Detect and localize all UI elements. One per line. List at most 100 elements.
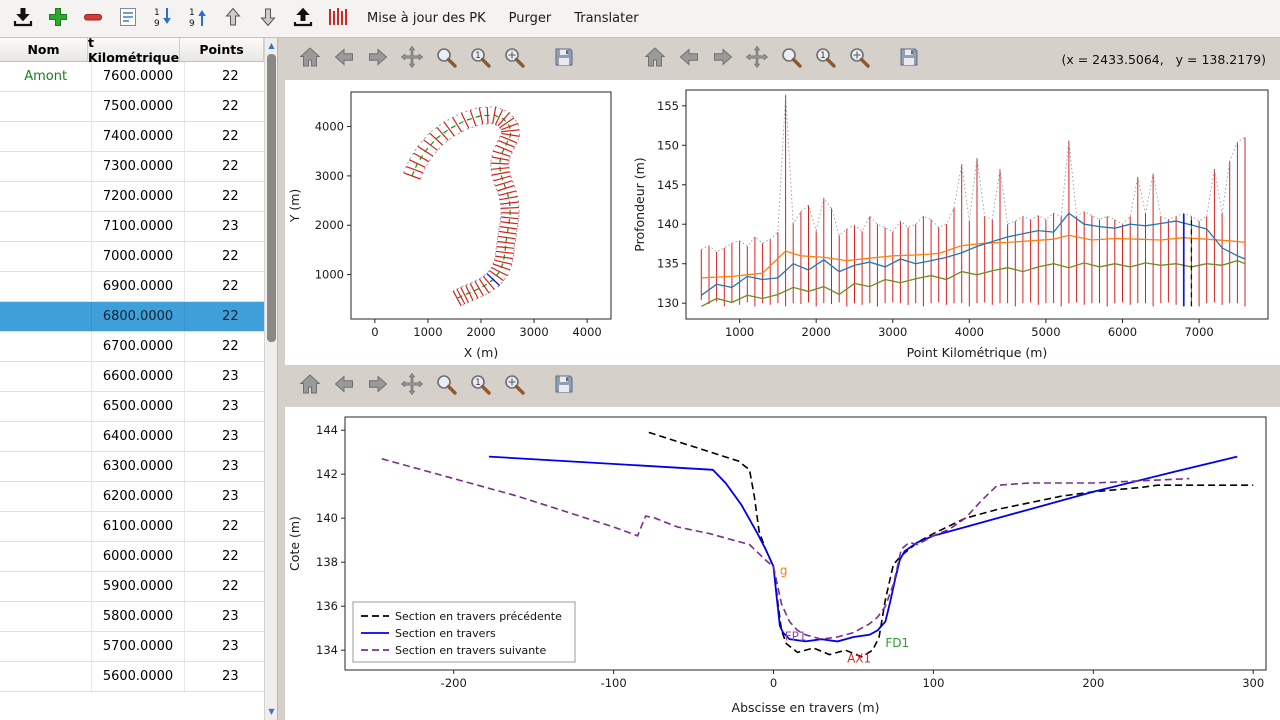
mpl-back-button[interactable] [329, 371, 359, 401]
table-row[interactable]: 6400.0000 23 [0, 422, 277, 452]
mpl-zoom-one-button[interactable]: 1 [465, 371, 495, 401]
cell-nom[interactable] [0, 572, 93, 601]
column-header-nom[interactable]: Nom [0, 38, 88, 61]
table-row[interactable]: 5600.0000 23 [0, 662, 277, 692]
mpl-back-button[interactable] [329, 44, 359, 74]
table-row[interactable]: 7300.0000 22 [0, 152, 277, 182]
cell-nom[interactable] [0, 512, 93, 541]
table-scrollbar[interactable]: ▲ ▼ [264, 38, 277, 720]
cell-nom[interactable] [0, 602, 93, 631]
table-row[interactable]: 6900.0000 22 [0, 272, 277, 302]
table-row[interactable]: 6300.0000 23 [0, 452, 277, 482]
cell-pk[interactable]: 5900.0000 [92, 572, 185, 601]
translate-button[interactable]: Translater [574, 11, 639, 26]
scroll-down-icon[interactable]: ▼ [268, 707, 275, 716]
cell-nom[interactable] [0, 452, 93, 481]
cell-nom[interactable] [0, 302, 93, 331]
table-row[interactable]: 5700.0000 23 [0, 632, 277, 662]
mpl-zoom-rect-button[interactable] [499, 44, 529, 74]
table-row[interactable]: 5800.0000 23 [0, 602, 277, 632]
scroll-up-icon[interactable]: ▲ [268, 41, 275, 50]
remove-button[interactable] [78, 4, 108, 34]
mpl-save-button[interactable] [549, 371, 579, 401]
mpl-forward-button[interactable] [363, 44, 393, 74]
cell-nom[interactable]: Amont [0, 62, 93, 91]
column-header-points[interactable]: Points [180, 38, 264, 61]
cell-pk[interactable]: 6100.0000 [92, 512, 185, 541]
cell-nom[interactable] [0, 242, 93, 271]
table-row[interactable]: 6700.0000 22 [0, 332, 277, 362]
table-row[interactable]: 6800.0000 22 [0, 302, 277, 332]
cell-pk[interactable]: 6300.0000 [92, 452, 185, 481]
mpl-zoom-button[interactable] [431, 371, 461, 401]
table-row[interactable]: 6200.0000 23 [0, 482, 277, 512]
table-row[interactable]: 6600.0000 23 [0, 362, 277, 392]
mpl-zoom-rect-button[interactable] [499, 371, 529, 401]
mpl-back-button[interactable] [674, 44, 704, 74]
cell-pk[interactable]: 6700.0000 [92, 332, 185, 361]
cell-nom[interactable] [0, 422, 93, 451]
table-row[interactable]: 5900.0000 22 [0, 572, 277, 602]
table-row[interactable]: 6100.0000 22 [0, 512, 277, 542]
cell-nom[interactable] [0, 212, 93, 241]
move-down-button[interactable] [253, 4, 283, 34]
cell-pk[interactable]: 6800.0000 [92, 302, 185, 331]
mpl-save-button[interactable] [894, 44, 924, 74]
mpl-forward-button[interactable] [708, 44, 738, 74]
cell-pk[interactable]: 7100.0000 [92, 212, 185, 241]
cell-nom[interactable] [0, 632, 93, 661]
cell-pk[interactable]: 6200.0000 [92, 482, 185, 511]
mpl-pan-button[interactable] [742, 44, 772, 74]
cell-nom[interactable] [0, 362, 93, 391]
table-row[interactable]: Amont 7600.0000 22 [0, 62, 277, 92]
table-row[interactable]: 7000.0000 22 [0, 242, 277, 272]
export-button[interactable] [288, 4, 318, 34]
cell-nom[interactable] [0, 122, 93, 151]
edit-form-button[interactable] [113, 4, 143, 34]
mpl-home-button[interactable] [295, 371, 325, 401]
mpl-zoom-rect-button[interactable] [844, 44, 874, 74]
cell-nom[interactable] [0, 332, 93, 361]
mpl-zoom-button[interactable] [776, 44, 806, 74]
cell-nom[interactable] [0, 482, 93, 511]
cell-pk[interactable]: 7200.0000 [92, 182, 185, 211]
cell-pk[interactable]: 5800.0000 [92, 602, 185, 631]
mpl-zoom-one-button[interactable]: 1 [810, 44, 840, 74]
cross-section-chart[interactable]: -200 -100 0 100 200 300 134 136 138 140 142 144 Absc… [285, 407, 1280, 720]
purge-button[interactable]: Purger [508, 11, 552, 26]
cross-sections-button[interactable] [323, 4, 353, 34]
scrollbar-thumb[interactable] [267, 54, 276, 342]
cell-pk[interactable]: 6000.0000 [92, 542, 185, 571]
mpl-save-button[interactable] [549, 44, 579, 74]
cell-nom[interactable] [0, 542, 93, 571]
mpl-zoom-one-button[interactable]: 1 [465, 44, 495, 74]
cell-pk[interactable]: 7000.0000 [92, 242, 185, 271]
cell-nom[interactable] [0, 272, 93, 301]
table-row[interactable]: 7500.0000 22 [0, 92, 277, 122]
mpl-forward-button[interactable] [363, 371, 393, 401]
cell-nom[interactable] [0, 392, 93, 421]
cell-nom[interactable] [0, 152, 93, 181]
cell-pk[interactable]: 6500.0000 [92, 392, 185, 421]
table-row[interactable]: 7400.0000 22 [0, 122, 277, 152]
cell-pk[interactable]: 7500.0000 [92, 92, 185, 121]
longitudinal-profile-chart[interactable]: 1000 2000 3000 4000 5000 6000 7000 130 135 140 145… [630, 80, 1280, 365]
cell-nom[interactable] [0, 92, 93, 121]
cell-pk[interactable]: 6400.0000 [92, 422, 185, 451]
cell-pk[interactable]: 7600.0000 [92, 62, 185, 91]
add-button[interactable] [43, 4, 73, 34]
column-header-pk[interactable]: t Kilométrique [87, 38, 180, 65]
table-row[interactable]: 6500.0000 23 [0, 392, 277, 422]
cell-pk[interactable]: 7400.0000 [92, 122, 185, 151]
cell-pk[interactable]: 6600.0000 [92, 362, 185, 391]
update-pk-button[interactable]: Mise à jour des PK [367, 11, 486, 26]
cell-nom[interactable] [0, 662, 93, 691]
table-row[interactable]: 6000.0000 22 [0, 542, 277, 572]
table-row[interactable]: 7200.0000 22 [0, 182, 277, 212]
mpl-pan-button[interactable] [397, 371, 427, 401]
mpl-home-button[interactable] [640, 44, 670, 74]
cell-pk[interactable]: 5600.0000 [92, 662, 185, 691]
mpl-zoom-button[interactable] [431, 44, 461, 74]
cell-pk[interactable]: 6900.0000 [92, 272, 185, 301]
